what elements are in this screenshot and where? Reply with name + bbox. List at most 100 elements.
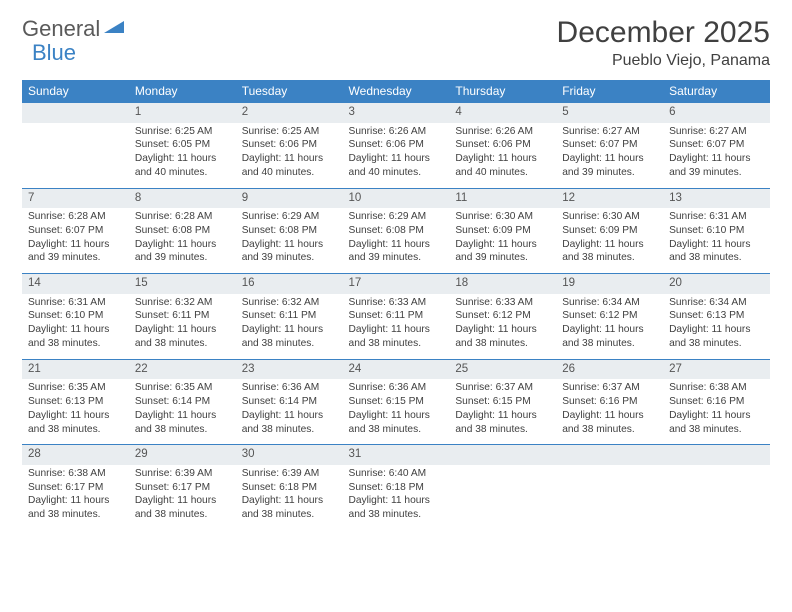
day-cell: Sunrise: 6:28 AMSunset: 6:08 PMDaylight:… (129, 208, 236, 274)
daylight-text-1: Daylight: 11 hours (455, 323, 550, 337)
daylight-text-2: and 38 minutes. (349, 508, 444, 522)
sunset-text: Sunset: 6:07 PM (669, 138, 764, 152)
day-cell: Sunrise: 6:28 AMSunset: 6:07 PMDaylight:… (22, 208, 129, 274)
weekday-wednesday: Wednesday (343, 80, 450, 103)
day-number: 5 (556, 103, 663, 123)
sunrise-text: Sunrise: 6:39 AM (135, 467, 230, 481)
daylight-text-2: and 39 minutes. (349, 251, 444, 265)
day-number: 23 (236, 359, 343, 379)
daylight-text-1: Daylight: 11 hours (242, 409, 337, 423)
sunrise-text: Sunrise: 6:31 AM (28, 296, 123, 310)
daylight-text-1: Daylight: 11 hours (135, 238, 230, 252)
sunset-text: Sunset: 6:18 PM (242, 481, 337, 495)
daylight-text-1: Daylight: 11 hours (562, 409, 657, 423)
sunrise-text: Sunrise: 6:29 AM (242, 210, 337, 224)
daynum-row: 123456 (22, 103, 770, 123)
sunset-text: Sunset: 6:13 PM (28, 395, 123, 409)
day-cell: Sunrise: 6:25 AMSunset: 6:06 PMDaylight:… (236, 123, 343, 189)
detail-row: Sunrise: 6:35 AM Sunset: 6:13 PM Daylight:… (22, 379, 770, 445)
header: General December 2025 Pueblo Viejo, Pana… (22, 16, 770, 70)
sunset-text: Sunset: 6:11 PM (242, 309, 337, 323)
day-cell: Sunrise: 6:34 AMSunset: 6:13 PMDaylight:… (663, 294, 770, 360)
daylight-text-1: Daylight: 11 hours (242, 152, 337, 166)
day-number: 21 (22, 359, 129, 379)
day-number: 30 (236, 445, 343, 465)
day-cell: Sunrise: 6:36 AMSunset: 6:15 PMDaylight:… (343, 379, 450, 445)
day-number (22, 103, 129, 123)
day-number: 27 (663, 359, 770, 379)
sunrise-text: Sunrise: 6:29 AM (349, 210, 444, 224)
day-cell: Sunrise: 6:33 AMSunset: 6:11 PMDaylight:… (343, 294, 450, 360)
sunset-text: Sunset: 6:09 PM (455, 224, 550, 238)
daynum-row: 78910111213 (22, 188, 770, 208)
daylight-text-1: Daylight: 11 hours (669, 409, 764, 423)
daylight-text-2: and 38 minutes. (455, 337, 550, 351)
daylight-text-2: and 39 minutes. (562, 166, 657, 180)
detail-row: Sunrise: 6:31 AMSunset: 6:10 PMDaylight:… (22, 294, 770, 360)
sunrise-text: Sunrise: 6:38 AM (669, 381, 764, 395)
daylight-text-1: Daylight: 11 hours (349, 409, 444, 423)
sunset-text: Sunset: 6:08 PM (349, 224, 444, 238)
day-number: 20 (663, 274, 770, 294)
sunset-text: Sunset: 6:08 PM (135, 224, 230, 238)
day-cell: Sunrise: 6:29 AMSunset: 6:08 PMDaylight:… (343, 208, 450, 274)
day-number: 6 (663, 103, 770, 123)
sunrise-text: Sunrise: 6:30 AM (455, 210, 550, 224)
sunrise-text: Sunrise: 6:39 AM (242, 467, 337, 481)
sunrise-text: Sunrise: 6:34 AM (669, 296, 764, 310)
sunrise-text: Sunrise: 6:35 AM (135, 381, 230, 395)
sunrise-text: Sunrise: 6:27 AM (562, 125, 657, 139)
daylight-text-2: and 38 minutes. (349, 423, 444, 437)
day-cell: Sunrise: 6:39 AMSunset: 6:18 PMDaylight:… (236, 465, 343, 530)
day-cell (449, 465, 556, 530)
sunset-text: Sunset: 6:17 PM (28, 481, 123, 495)
daylight-text-2: and 38 minutes. (349, 337, 444, 351)
daylight-text-2: and 38 minutes. (562, 337, 657, 351)
daylight-text-1: Daylight: 11 hours (349, 152, 444, 166)
daylight-text-1: Daylight: 11 hours (562, 323, 657, 337)
day-cell: Sunrise: 6:26 AMSunset: 6:06 PMDaylight:… (449, 123, 556, 189)
day-cell: Sunrise: 6:35 AMSunset: 6:13 PMDaylight:… (22, 379, 129, 445)
sunrise-text: Sunrise: 6:33 AM (455, 296, 550, 310)
sunset-text: Sunset: 6:16 PM (562, 395, 657, 409)
sunset-text: Sunset: 6:16 PM (669, 395, 764, 409)
daylight-text-1: Daylight: 11 hours (455, 409, 550, 423)
sunset-text: Sunset: 6:09 PM (562, 224, 657, 238)
sunrise-text: Sunrise: 6:26 AM (349, 125, 444, 139)
weekday-friday: Friday (556, 80, 663, 103)
daylight-text-2: and 38 minutes. (135, 508, 230, 522)
sunrise-text: Sunrise: 6:27 AM (669, 125, 764, 139)
day-cell (22, 123, 129, 189)
daylight-text-2: and 38 minutes. (669, 337, 764, 351)
sunset-text: Sunset: 6:11 PM (135, 309, 230, 323)
daylight-text-2: and 38 minutes. (242, 423, 337, 437)
daylight-text-1: Daylight: 11 hours (28, 238, 123, 252)
day-cell: Sunrise: 6:36 AMSunset: 6:14 PMDaylight:… (236, 379, 343, 445)
weekday-sunday: Sunday (22, 80, 129, 103)
day-cell (556, 465, 663, 530)
day-cell: Sunrise: 6:25 AMSunset: 6:05 PMDaylight:… (129, 123, 236, 189)
weekday-header-row: Sunday Monday Tuesday Wednesday Thursday… (22, 80, 770, 103)
day-number: 4 (449, 103, 556, 123)
daylight-text-1: Daylight: 11 hours (28, 323, 123, 337)
day-number: 22 (129, 359, 236, 379)
daylight-text-2: and 38 minutes. (455, 423, 550, 437)
daylight-text-2: and 40 minutes. (349, 166, 444, 180)
daylight-text-2: and 39 minutes. (242, 251, 337, 265)
daylight-text-2: and 40 minutes. (455, 166, 550, 180)
sunset-text: Sunset: 6:06 PM (242, 138, 337, 152)
day-number: 13 (663, 188, 770, 208)
daylight-text-2: and 39 minutes. (28, 251, 123, 265)
daylight-text-2: and 38 minutes. (562, 251, 657, 265)
day-cell: Sunrise: 6:37 AMSunset: 6:15 PMDaylight:… (449, 379, 556, 445)
sunrise-text: Sunrise: 6:40 AM (349, 467, 444, 481)
sunset-text: Sunset: 6:07 PM (562, 138, 657, 152)
location-label: Pueblo Viejo, Panama (557, 52, 770, 70)
sunset-text: Sunset: 6:06 PM (455, 138, 550, 152)
day-number: 11 (449, 188, 556, 208)
daylight-text-2: and 38 minutes. (669, 251, 764, 265)
sunset-text: Sunset: 6:17 PM (135, 481, 230, 495)
daylight-text-2: and 38 minutes. (28, 337, 123, 351)
day-number: 29 (129, 445, 236, 465)
day-number: 16 (236, 274, 343, 294)
